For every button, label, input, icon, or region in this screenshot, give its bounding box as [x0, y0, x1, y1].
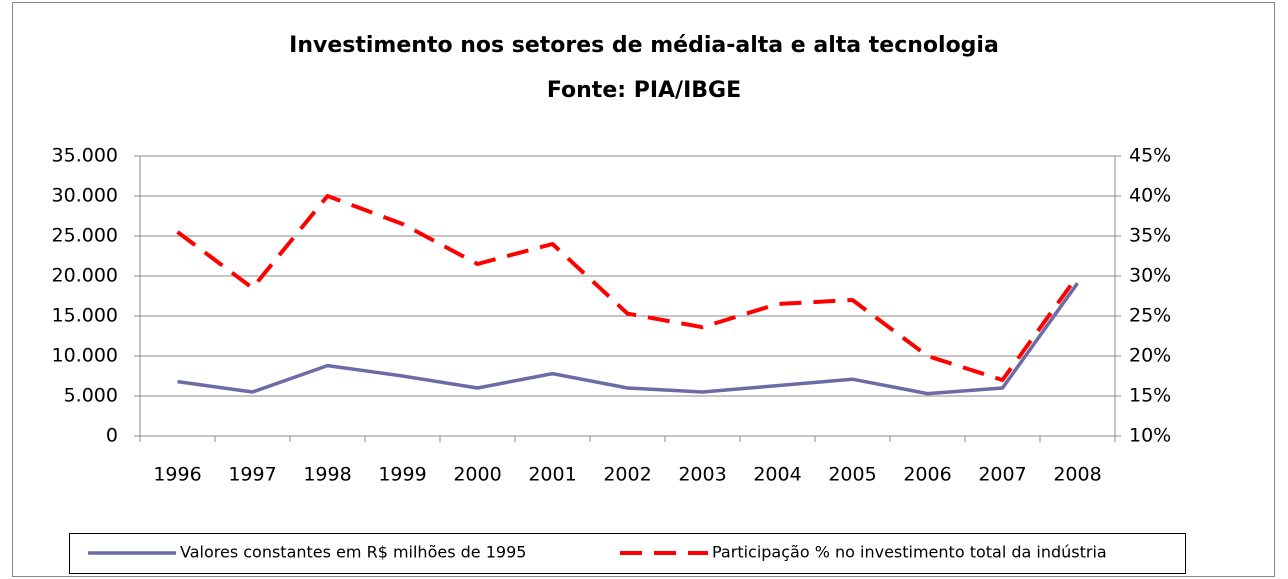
- x-tick-label: 1999: [378, 464, 426, 486]
- y2-tick-label: 10%: [1129, 425, 1171, 447]
- y2-tick-label: 35%: [1129, 225, 1171, 247]
- y2-tick-label: 25%: [1129, 305, 1171, 327]
- y-tick-label: 30.000: [52, 185, 118, 207]
- x-tick-label: 2000: [453, 464, 501, 486]
- x-tick-label: 1998: [303, 464, 351, 486]
- x-tick-label: 2007: [978, 464, 1026, 486]
- x-tick-label: 2001: [528, 464, 576, 486]
- y-tick-label: 35.000: [52, 145, 118, 167]
- y-tick-label: 20.000: [52, 265, 118, 287]
- x-tick-label: 1996: [153, 464, 201, 486]
- chart-title: Investimento nos setores de média-alta e…: [289, 33, 999, 58]
- y-tick-label: 15.000: [52, 305, 118, 327]
- y-tick-label: 0: [106, 425, 118, 447]
- legend-label: Participação % no investimento total da …: [712, 543, 1107, 562]
- chart-subtitle: Fonte: PIA/IBGE: [547, 78, 741, 103]
- x-tick-label: 2003: [678, 464, 726, 486]
- chart-border: [12, 2, 1275, 577]
- x-tick-label: 1997: [228, 464, 276, 486]
- y2-tick-label: 45%: [1129, 145, 1171, 167]
- y-tick-label: 10.000: [52, 345, 118, 367]
- y2-tick-label: 15%: [1129, 385, 1171, 407]
- x-tick-label: 2008: [1053, 464, 1101, 486]
- x-tick-label: 2006: [903, 464, 951, 486]
- y2-tick-label: 40%: [1129, 185, 1171, 207]
- series-line: [177, 282, 1079, 396]
- x-tick-label: 2004: [753, 464, 801, 486]
- y-tick-label: 25.000: [52, 225, 118, 247]
- y-tick-label: 5.000: [64, 385, 118, 407]
- x-tick-label: 2005: [828, 464, 876, 486]
- y2-tick-label: 20%: [1129, 345, 1171, 367]
- x-tick-label: 2002: [603, 464, 651, 486]
- series-line: [176, 194, 1080, 382]
- y2-tick-label: 30%: [1129, 265, 1171, 287]
- legend-label: Valores constantes em R$ milhões de 1995: [180, 543, 526, 562]
